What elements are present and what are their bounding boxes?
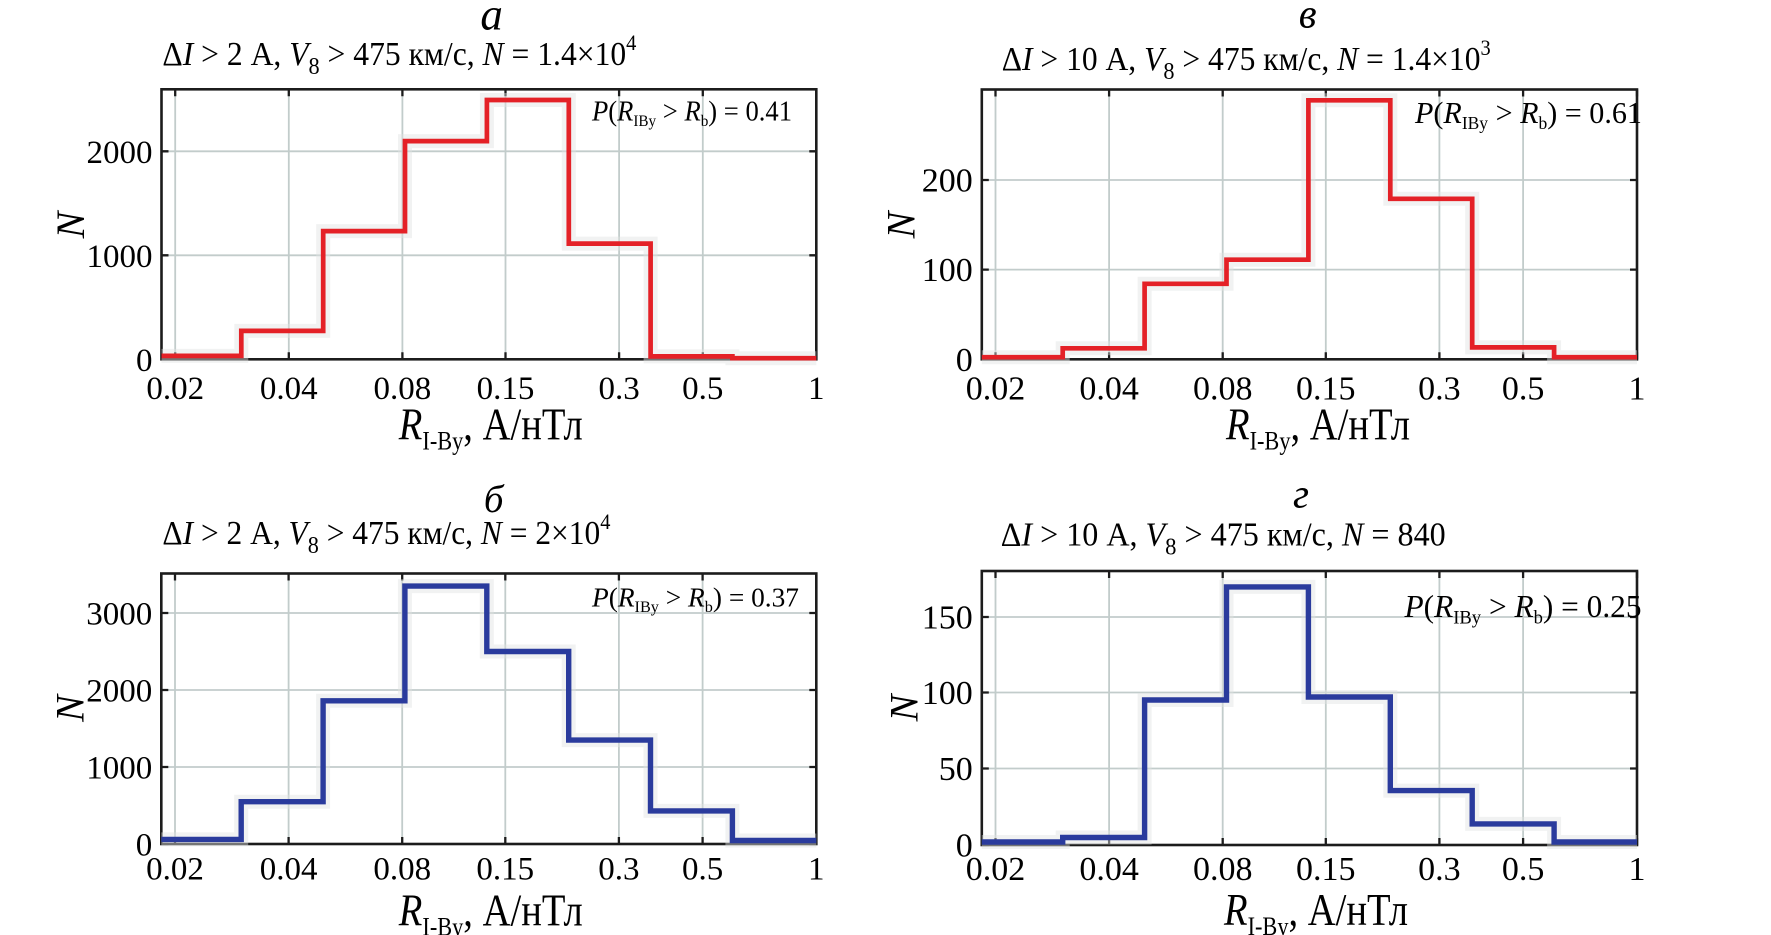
svg-text:0.02: 0.02 — [966, 851, 1026, 888]
svg-text:1: 1 — [808, 852, 825, 888]
svg-text:ΔI > 10 А, V8​ > 475 км/с, N =: ΔI > 10 А, V8​ > 475 км/с, N = 1.4×103​ — [1002, 35, 1491, 85]
svg-text:2000: 2000 — [87, 135, 153, 171]
svg-text:0.15: 0.15 — [476, 852, 534, 888]
svg-text:ΔI > 10 А, V8​ > 475 км/с, N =: ΔI > 10 А, V8​ > 475 км/с, N = 840 — [1001, 516, 1446, 560]
svg-text:200: 200 — [922, 163, 973, 200]
svg-text:0.3: 0.3 — [1418, 851, 1461, 888]
svg-text:P(RIBy​ > Rb​) = 0.37: P(RIBy​ > Rb​) = 0.37 — [591, 583, 799, 616]
svg-text:0: 0 — [136, 828, 153, 864]
svg-text:P(RIBy​ > Rb​) = 0.41: P(RIBy​ > Rb​) = 0.41 — [591, 96, 792, 130]
svg-text:0.08: 0.08 — [374, 371, 432, 407]
svg-text:0.5: 0.5 — [1502, 851, 1545, 888]
svg-text:ΔI > 2 А, V8​ > 475 км/с, N =: ΔI > 2 А, V8​ > 475 км/с, N = 2×104​ — [162, 509, 610, 559]
svg-text:RI-By​, А/нТл: RI-By​, А/нТл — [1223, 885, 1408, 935]
svg-text:0.04: 0.04 — [260, 852, 318, 888]
svg-text:в: в — [1299, 0, 1317, 37]
svg-text:0.5: 0.5 — [682, 371, 723, 407]
svg-text:P(RIBy​ > Rb​) = 0.25: P(RIBy​ > Rb​) = 0.25 — [1404, 588, 1642, 628]
svg-text:0: 0 — [956, 828, 973, 865]
svg-text:б: б — [484, 478, 505, 521]
svg-text:1000: 1000 — [86, 751, 152, 787]
svg-text:0: 0 — [956, 342, 973, 379]
svg-text:P(RIBy​ > Rb​) = 0.61: P(RIBy​ > Rb​) = 0.61 — [1414, 95, 1642, 133]
svg-text:0.08: 0.08 — [373, 852, 431, 888]
svg-text:0.02: 0.02 — [966, 371, 1026, 408]
svg-text:1000: 1000 — [87, 239, 153, 275]
svg-text:0.02: 0.02 — [146, 852, 204, 888]
svg-text:0.04: 0.04 — [260, 371, 318, 407]
svg-text:0.15: 0.15 — [1296, 851, 1356, 888]
svg-text:RI-By​, А/нТл: RI-By​, А/нТл — [398, 399, 583, 455]
svg-text:0.08: 0.08 — [1193, 851, 1253, 888]
svg-text:ΔI > 2 А, V8​ > 475 км/с, N =: ΔI > 2 А, V8​ > 475 км/с, N = 1.4×104​ — [162, 30, 636, 80]
svg-text:N: N — [879, 209, 924, 239]
svg-text:1: 1 — [808, 371, 825, 407]
svg-text:0.15: 0.15 — [477, 371, 535, 407]
svg-text:50: 50 — [939, 751, 973, 788]
svg-text:N: N — [48, 693, 93, 723]
svg-text:0.5: 0.5 — [1502, 371, 1545, 408]
svg-text:0.3: 0.3 — [1418, 371, 1461, 408]
svg-text:2000: 2000 — [86, 674, 152, 710]
svg-text:3000: 3000 — [86, 597, 152, 633]
svg-text:а: а — [480, 0, 503, 40]
svg-text:N: N — [881, 692, 926, 722]
svg-text:0: 0 — [136, 343, 153, 379]
svg-text:0.08: 0.08 — [1193, 371, 1253, 408]
svg-text:150: 150 — [922, 600, 973, 637]
svg-text:г: г — [1293, 471, 1309, 517]
svg-text:0.02: 0.02 — [146, 371, 204, 407]
svg-text:100: 100 — [922, 252, 973, 289]
svg-text:0.5: 0.5 — [682, 852, 723, 888]
svg-text:0.04: 0.04 — [1079, 851, 1139, 888]
svg-text:100: 100 — [922, 675, 973, 712]
svg-text:N: N — [48, 209, 93, 239]
svg-text:1: 1 — [1629, 371, 1646, 408]
svg-text:0.04: 0.04 — [1079, 371, 1139, 408]
svg-text:0.3: 0.3 — [598, 371, 639, 407]
svg-text:0.15: 0.15 — [1296, 371, 1356, 408]
svg-text:1: 1 — [1629, 851, 1646, 888]
svg-text:0.3: 0.3 — [598, 852, 639, 888]
